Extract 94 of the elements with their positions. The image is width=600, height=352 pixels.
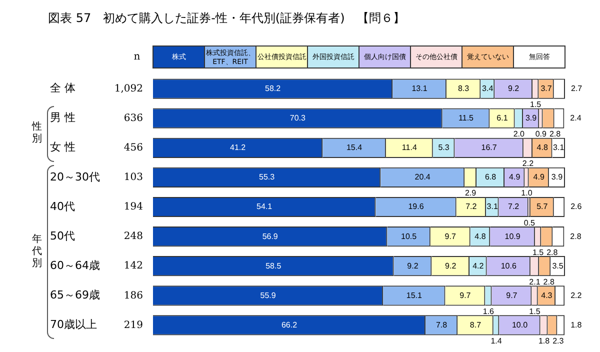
data-label: 10.5 <box>401 232 418 241</box>
data-label: 2.8 <box>570 232 582 241</box>
data-label: 0.5 <box>524 218 536 228</box>
data-label: 6.8 <box>484 172 497 182</box>
data-label: 55.3 <box>259 172 276 182</box>
text: 1,092 <box>114 83 143 94</box>
data-label: 2.4 <box>570 114 582 123</box>
data-label: 8.3 <box>458 84 470 93</box>
text: 219 <box>124 320 143 331</box>
text: n <box>134 52 141 63</box>
text: 636 <box>124 112 143 124</box>
data-label: 2.8 <box>546 248 558 257</box>
data-label: 9.7 <box>444 232 456 241</box>
data-label: 4.9 <box>533 172 545 182</box>
data-label: 9.7 <box>506 290 518 300</box>
data-label: 55.9 <box>260 290 276 300</box>
text: 年代別 <box>31 232 42 269</box>
data-label: 66.2 <box>281 320 298 330</box>
data-label: 2.9 <box>464 188 477 198</box>
y-tick-label: 70歳以上 <box>50 318 97 332</box>
text: 186 <box>124 290 143 302</box>
text: 性別 <box>31 120 42 145</box>
text: 103 <box>124 172 143 184</box>
data-label: 6.1 <box>496 114 508 123</box>
data-label: 15.4 <box>346 143 363 152</box>
data-label: 2.0 <box>513 130 526 139</box>
data-label: 2.6 <box>570 202 582 212</box>
data-label: 3.1 <box>486 202 498 212</box>
data-label: 4.9 <box>509 172 521 182</box>
data-label: 8.7 <box>470 320 482 330</box>
data-label: 56.9 <box>262 232 278 241</box>
data-label: 5.7 <box>536 202 548 212</box>
data-label: 11.4 <box>402 143 418 152</box>
data-label: 3.1 <box>553 143 565 152</box>
data-label: 70.3 <box>290 114 306 123</box>
data-label: 4.3 <box>541 290 553 300</box>
text: 194 <box>124 202 143 213</box>
data-label: 58.2 <box>264 84 282 93</box>
data-label: 2.2 <box>570 290 582 300</box>
data-label: 54.1 <box>256 202 273 212</box>
data-label: 1.4 <box>490 336 502 346</box>
data-label: 9.2 <box>445 261 457 270</box>
data-label: 2.8 <box>549 130 562 139</box>
y-tick-label: 65～69歳 <box>50 288 100 302</box>
y-tick-label: 50代 <box>50 229 75 242</box>
data-label: 1.0 <box>521 188 533 198</box>
data-label: 7.2 <box>508 202 520 212</box>
data-label: 7.2 <box>466 202 478 212</box>
data-label: 7.8 <box>436 320 448 330</box>
data-label: 4.8 <box>536 143 548 152</box>
y-tick-label: 全 体 <box>50 82 76 95</box>
y-tick-label: 40代 <box>50 200 75 213</box>
data-label: 9.2 <box>407 261 419 270</box>
data-label: 2.1 <box>529 277 541 286</box>
data-label: 20.4 <box>414 172 431 182</box>
data-label: 2.3 <box>552 336 564 346</box>
data-label: 9.2 <box>508 84 520 93</box>
data-label: 3.7 <box>540 84 552 93</box>
data-label: 10.0 <box>512 320 528 330</box>
data-label: 2.7 <box>571 84 583 93</box>
data-label: 1.8 <box>570 320 582 330</box>
data-label: 3.4 <box>482 84 494 93</box>
y-tick-label: 60～64歳 <box>50 258 100 272</box>
data-label: 1.5 <box>532 248 544 257</box>
y-tick-label: 20～30代 <box>50 170 100 184</box>
data-label: 11.5 <box>458 114 474 123</box>
data-label: 19.6 <box>408 202 424 212</box>
text: 248 <box>124 231 143 242</box>
data-label: 2.8 <box>543 277 555 286</box>
y-tick-label: 男 性 <box>50 111 76 124</box>
data-label: 4.8 <box>474 232 486 241</box>
data-label: 5.3 <box>438 143 450 152</box>
data-label: 10.9 <box>504 232 521 241</box>
data-label: 3.9 <box>525 114 538 123</box>
data-label: 4.2 <box>472 261 484 270</box>
data-label: 1.5 <box>530 100 542 110</box>
data-label: 13.1 <box>412 84 428 93</box>
data-label: 9.7 <box>460 290 472 300</box>
data-label: 2.2 <box>522 159 534 168</box>
data-label: 10.6 <box>500 261 517 270</box>
data-label: 3.9 <box>551 172 564 182</box>
y-tick-label: 女 性 <box>50 140 76 154</box>
data-label: 15.1 <box>406 290 422 300</box>
data-label: 1.5 <box>529 306 541 316</box>
data-label: 58.5 <box>266 261 282 270</box>
data-label: 3.5 <box>552 261 564 270</box>
text: 142 <box>124 260 143 272</box>
chart-title: 図表 57 初めて購入した証券-性・年代別(証券保有者) 【問６】 <box>48 10 405 27</box>
data-label: 16.7 <box>481 143 498 152</box>
data-label: 1.8 <box>538 336 550 346</box>
data-label: 0.9 <box>535 130 548 139</box>
text: 456 <box>124 142 143 154</box>
data-label: 41.2 <box>230 143 246 152</box>
data-label: 1.6 <box>482 306 495 316</box>
